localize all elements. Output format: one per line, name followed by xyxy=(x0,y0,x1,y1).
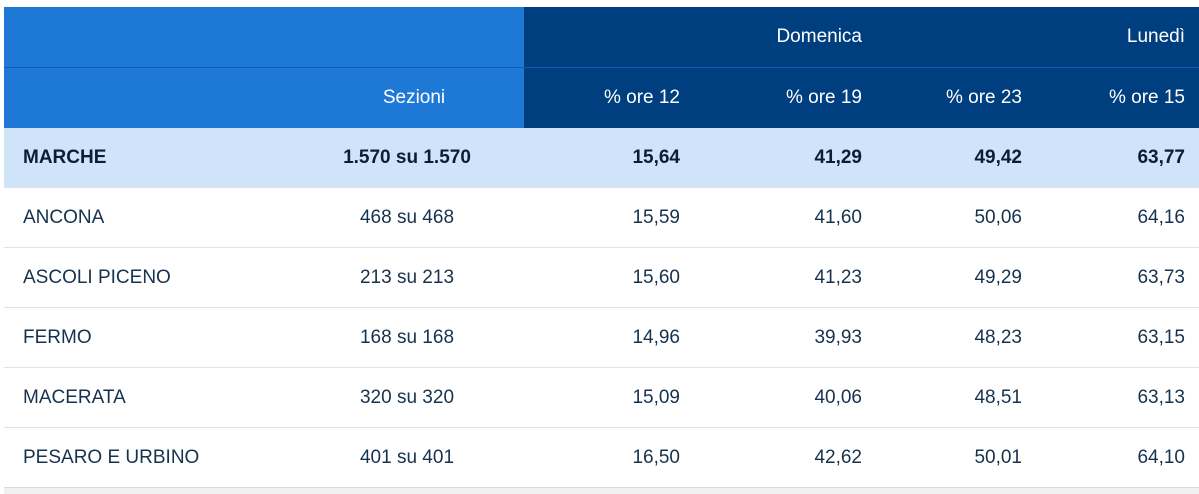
row-sections: 468 su 468 xyxy=(304,187,524,248)
row-ore19: 41,29 xyxy=(694,128,876,188)
header-empty-cell xyxy=(4,7,304,68)
row-ore15: 64,10 xyxy=(1036,427,1199,488)
row-ore15: 63,13 xyxy=(1036,367,1199,428)
row-sections: 401 su 401 xyxy=(304,427,524,488)
row-ore15: 64,16 xyxy=(1036,187,1199,248)
header-empty-cell xyxy=(876,7,1036,68)
table-row: MACERATA 320 su 320 15,09 40,06 48,51 63… xyxy=(4,367,1199,428)
table-row: PESARO E URBINO 401 su 401 16,50 42,62 5… xyxy=(4,427,1199,488)
row-name: FERMO xyxy=(4,307,304,368)
row-name: ANCONA xyxy=(4,187,304,248)
row-ore12: 14,96 xyxy=(524,307,694,368)
header-sections: Sezioni xyxy=(304,67,524,128)
row-sections: 320 su 320 xyxy=(304,367,524,428)
row-sections: 168 su 168 xyxy=(304,307,524,368)
header-row-columns: Sezioni % ore 12 % ore 19 % ore 23 % ore… xyxy=(4,67,1199,128)
table-row: ASCOLI PICENO 213 su 213 15,60 41,23 49,… xyxy=(4,247,1199,308)
row-ore23: 49,29 xyxy=(876,247,1036,308)
header-ore15: % ore 15 xyxy=(1036,67,1199,128)
row-sections: 1.570 su 1.570 xyxy=(304,128,524,188)
row-name: ASCOLI PICENO xyxy=(4,247,304,308)
header-empty-cell xyxy=(304,7,524,68)
row-ore19: 42,62 xyxy=(694,427,876,488)
row-sections: 213 su 213 xyxy=(304,247,524,308)
row-ore15: 63,73 xyxy=(1036,247,1199,308)
row-name: MACERATA xyxy=(4,367,304,428)
header-empty-cell xyxy=(4,67,304,128)
table-row: ANCONA 468 su 468 15,59 41,60 50,06 64,1… xyxy=(4,187,1199,248)
header-ore19: % ore 19 xyxy=(694,67,876,128)
row-name: PESARO E URBINO xyxy=(4,427,304,488)
header-day-sunday: Domenica xyxy=(694,7,876,68)
row-ore12: 15,60 xyxy=(524,247,694,308)
row-name: MARCHE xyxy=(4,128,304,188)
row-ore23: 48,51 xyxy=(876,367,1036,428)
row-ore23: 49,42 xyxy=(876,128,1036,188)
row-ore23: 48,23 xyxy=(876,307,1036,368)
row-ore23: 50,06 xyxy=(876,187,1036,248)
table-row-total: MARCHE 1.570 su 1.570 15,64 41,29 49,42 … xyxy=(4,128,1199,188)
row-ore19: 40,06 xyxy=(694,367,876,428)
row-ore15: 63,77 xyxy=(1036,128,1199,188)
row-ore19: 41,60 xyxy=(694,187,876,248)
row-ore19: 41,23 xyxy=(694,247,876,308)
row-ore12: 15,64 xyxy=(524,128,694,188)
header-day-monday: Lunedì xyxy=(1036,7,1199,68)
turnout-table: Domenica Lunedì Sezioni % ore 12 % ore 1… xyxy=(4,7,1199,488)
header-row-days: Domenica Lunedì xyxy=(4,7,1199,68)
row-ore15: 63,15 xyxy=(1036,307,1199,368)
header-empty-cell xyxy=(524,7,694,68)
table-row: FERMO 168 su 168 14,96 39,93 48,23 63,15 xyxy=(4,307,1199,368)
row-ore23: 50,01 xyxy=(876,427,1036,488)
row-ore19: 39,93 xyxy=(694,307,876,368)
header-ore23: % ore 23 xyxy=(876,67,1036,128)
header-ore12: % ore 12 xyxy=(524,67,694,128)
row-ore12: 15,59 xyxy=(524,187,694,248)
row-ore12: 16,50 xyxy=(524,427,694,488)
table-bottom-strip xyxy=(4,487,1199,494)
row-ore12: 15,09 xyxy=(524,367,694,428)
